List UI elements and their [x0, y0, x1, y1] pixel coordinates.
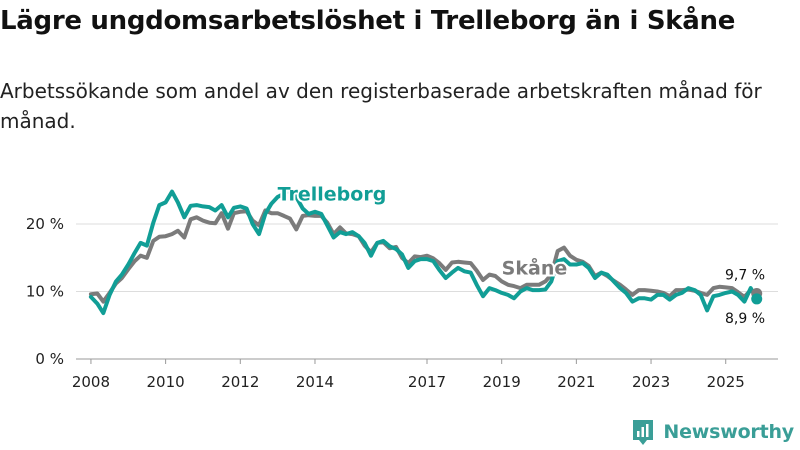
newsworthy-chart-logo-icon	[633, 420, 654, 445]
x-axis: 0 % 10 % 20 % 2008 2010 2012 2014 2017 2019 2021 2…	[26, 215, 745, 391]
x-tick-label: 2017	[408, 373, 446, 391]
x-tick-label: 2008	[72, 373, 110, 391]
series-line-trelleborg	[88, 188, 759, 316]
end-marker-trelleborg	[751, 293, 763, 305]
x-tick-label: 2014	[296, 373, 334, 391]
series-label-skane: Skåne	[502, 255, 568, 279]
x-tick-label: 2010	[147, 373, 185, 391]
chart-title: Lägre ungdomsarbetslöshet i Trelleborg ä…	[0, 6, 736, 36]
series-line-skane	[88, 208, 759, 304]
end-value-label-skane: 9,7 %	[725, 268, 765, 284]
series-label-trelleborg: Trelleborg	[278, 183, 387, 205]
labels: 9,7 % 8,9 % Skåne Trelleborg	[276, 181, 765, 327]
x-tick-label: 2021	[557, 373, 595, 391]
x-tick-label: 2019	[483, 373, 521, 391]
y-tick-label: 20 %	[26, 215, 64, 233]
end-value-label-trelleborg: 8,9 %	[725, 311, 765, 327]
x-tick-label: 2012	[221, 373, 259, 391]
y-tick-label: 10 %	[26, 283, 64, 301]
series-lines	[88, 188, 759, 316]
brand-logo[interactable]: Newsworthy	[631, 418, 794, 446]
chart-subtitle: Arbetssökande som andel av den registerb…	[0, 79, 762, 133]
x-tick-label: 2025	[707, 373, 745, 391]
brand-name: Newsworthy	[663, 421, 794, 443]
x-tick-label: 2023	[632, 373, 670, 391]
y-tick-label: 0 %	[35, 350, 64, 368]
